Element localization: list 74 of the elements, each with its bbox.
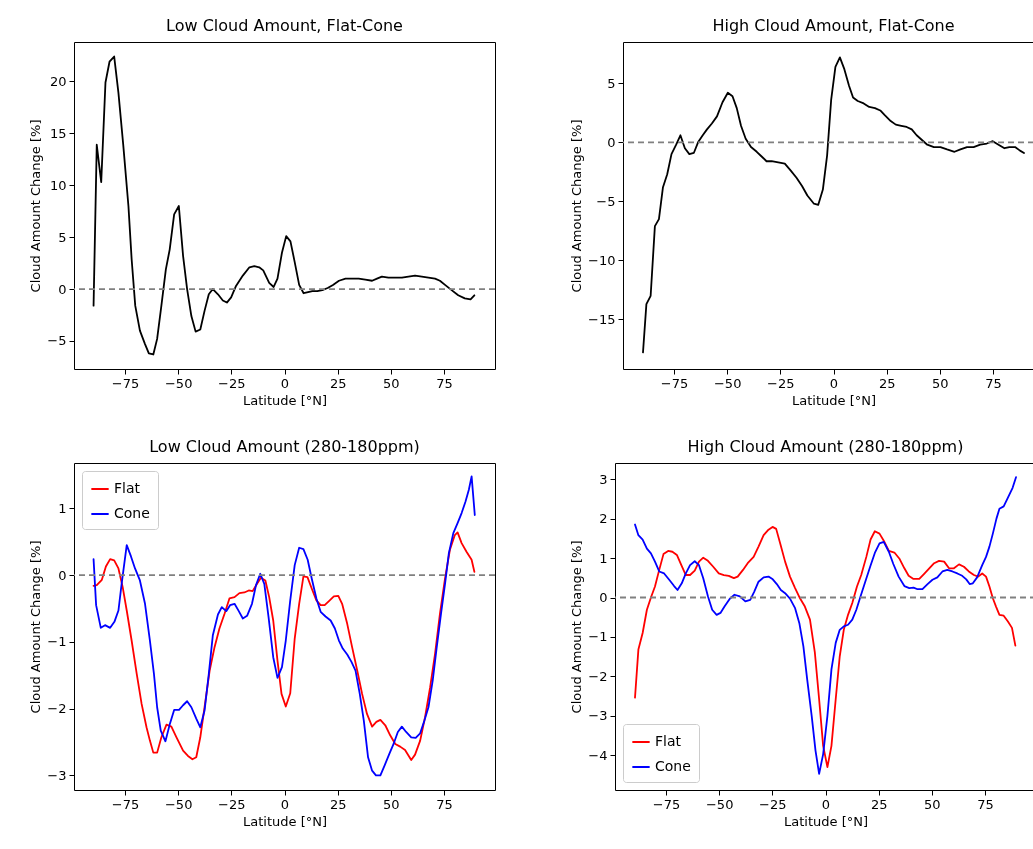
x-tick-label: 25 (878, 375, 896, 391)
chart-title: High Cloud Amount (280-180ppm) (687, 437, 964, 456)
legend-label: Flat (114, 480, 141, 496)
x-tick-label: −75 (652, 796, 681, 812)
x-tick-label: 75 (436, 796, 453, 812)
legend-label: Cone (114, 505, 150, 521)
chart-title: High Cloud Amount, Flat-Cone (712, 16, 955, 35)
y-tick-label: −1 (588, 629, 608, 645)
y-tick-label: −5 (596, 193, 616, 209)
y-tick-label: 2 (599, 511, 608, 527)
legend-label: Cone (655, 758, 691, 774)
y-tick-label: −3 (47, 767, 67, 783)
y-tick-label: 10 (49, 177, 67, 193)
x-tick-label: −25 (218, 375, 246, 391)
x-tick-label: −50 (164, 375, 193, 391)
legend-label: Flat (655, 733, 682, 749)
x-tick-label: −75 (111, 375, 140, 391)
y-tick-label: −3 (588, 708, 608, 724)
line-series (634, 526, 1017, 769)
x-tick-label: 75 (985, 375, 1002, 391)
x-tick-label: −50 (164, 796, 193, 812)
x-tick-label: −75 (660, 375, 689, 391)
x-axis-title: Latitude [°N] (791, 392, 877, 408)
y-tick-label: 1 (58, 500, 67, 516)
y-tick-label: −15 (588, 311, 616, 327)
y-tick-label: 0 (607, 134, 616, 150)
y-tick-label: −10 (588, 252, 616, 268)
x-tick-label: 0 (280, 375, 290, 391)
x-axis-title: Latitude [°N] (242, 392, 328, 408)
x-tick-label: −50 (713, 375, 742, 391)
x-tick-label: 75 (436, 375, 453, 391)
y-axis-title: Cloud Amount Change [%] (569, 540, 585, 714)
y-tick-label: 3 (599, 471, 608, 487)
y-tick-label: −1 (47, 634, 67, 650)
chart-title: Low Cloud Amount (280-180ppm) (149, 437, 420, 456)
x-tick-label: 50 (383, 796, 400, 812)
x-tick-label: 0 (280, 796, 290, 812)
x-axis-title: Latitude [°N] (783, 813, 869, 829)
x-tick-label: 0 (821, 796, 831, 812)
y-tick-label: 20 (49, 73, 67, 89)
y-tick-label: 5 (607, 75, 616, 91)
x-tick-label: −50 (705, 796, 734, 812)
y-tick-label: 15 (49, 125, 67, 141)
x-tick-label: 50 (383, 375, 400, 391)
line-series (92, 55, 476, 356)
y-tick-label: 0 (58, 567, 67, 583)
x-tick-label: 50 (924, 796, 941, 812)
y-axis-title: Cloud Amount Change [%] (28, 119, 44, 293)
y-tick-label: 0 (599, 590, 608, 606)
x-tick-label: 25 (870, 796, 888, 812)
x-axis-title: Latitude [°N] (242, 813, 328, 829)
line-series (92, 475, 476, 777)
x-tick-label: 25 (329, 796, 347, 812)
y-axis-title: Cloud Amount Change [%] (28, 540, 44, 714)
y-tick-label: −2 (588, 668, 608, 684)
line-series (642, 56, 1025, 354)
x-tick-label: −25 (759, 796, 787, 812)
y-tick-label: 5 (58, 229, 67, 245)
y-tick-label: −5 (47, 333, 67, 349)
x-tick-label: 75 (977, 796, 994, 812)
chart-title: Low Cloud Amount, Flat-Cone (166, 16, 403, 35)
line-series (634, 476, 1017, 775)
line-series (92, 531, 476, 761)
x-tick-label: 0 (829, 375, 839, 391)
x-tick-label: −25 (767, 375, 795, 391)
y-tick-label: −4 (588, 747, 608, 763)
y-tick-label: −2 (47, 701, 67, 717)
x-tick-label: −75 (111, 796, 140, 812)
x-tick-label: −25 (218, 796, 246, 812)
y-tick-label: 1 (599, 550, 608, 566)
y-axis-title: Cloud Amount Change [%] (569, 119, 585, 293)
x-tick-label: 50 (932, 375, 949, 391)
y-tick-label: 0 (58, 281, 67, 297)
x-tick-label: 25 (329, 375, 347, 391)
